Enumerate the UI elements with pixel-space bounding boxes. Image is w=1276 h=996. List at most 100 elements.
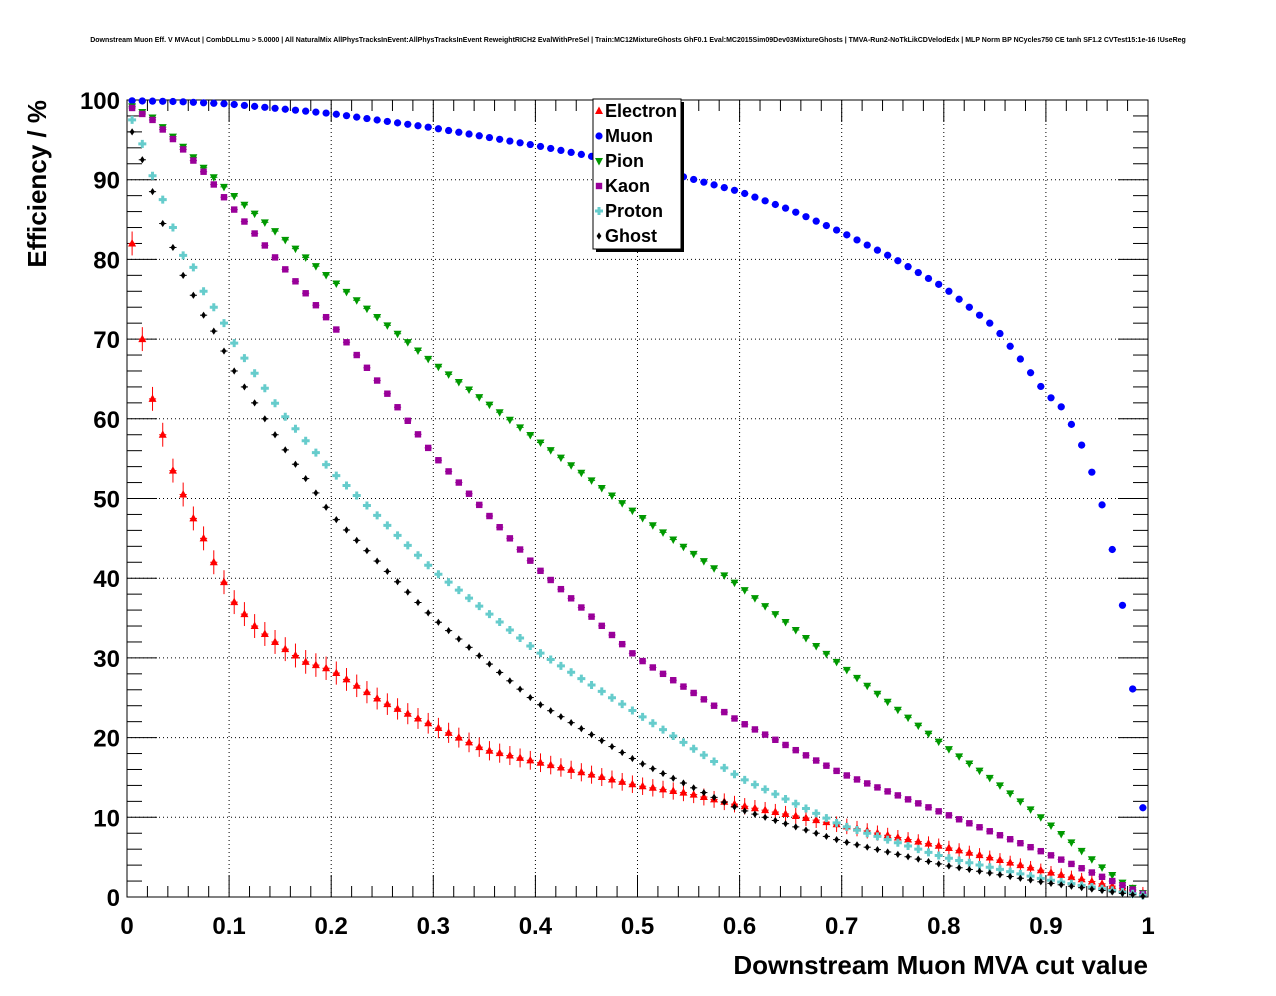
kaon-point bbox=[1078, 865, 1086, 872]
pion-marker bbox=[475, 394, 484, 402]
muon-marker bbox=[761, 197, 769, 205]
proton-marker bbox=[189, 263, 198, 272]
ghost-point bbox=[618, 748, 626, 757]
proton-marker bbox=[546, 655, 555, 664]
electron-point bbox=[291, 643, 300, 668]
kaon-point bbox=[720, 708, 728, 716]
legend-label: Ghost bbox=[605, 226, 657, 246]
kaon-marker bbox=[966, 820, 973, 827]
electron-marker bbox=[791, 811, 800, 819]
muon-marker bbox=[342, 112, 351, 120]
pion-marker bbox=[567, 462, 576, 470]
ghost-marker bbox=[609, 742, 615, 751]
pion-marker bbox=[587, 477, 596, 485]
proton-marker bbox=[291, 424, 300, 433]
kaon-marker bbox=[384, 390, 391, 397]
electron-marker bbox=[1067, 872, 1076, 881]
electron-point bbox=[260, 622, 269, 646]
muon-point bbox=[210, 99, 218, 107]
electron-point bbox=[342, 668, 351, 691]
electron-point bbox=[393, 698, 402, 720]
electron-point bbox=[454, 727, 463, 748]
legend: Electron Muon Pion Kaon Proton Ghost bbox=[592, 98, 684, 252]
pion-point bbox=[291, 245, 300, 254]
ghost-marker bbox=[823, 832, 829, 841]
ghost-marker bbox=[303, 474, 309, 483]
electron-marker bbox=[955, 845, 964, 854]
pion-marker bbox=[516, 424, 525, 432]
ghost-marker bbox=[201, 311, 206, 319]
muon-point bbox=[955, 295, 963, 303]
pion-point bbox=[863, 682, 872, 691]
electron-marker bbox=[914, 837, 923, 845]
ghost-marker bbox=[282, 446, 288, 454]
muon-point bbox=[536, 142, 545, 151]
electron-marker bbox=[883, 830, 892, 839]
ghost-marker bbox=[1140, 892, 1146, 900]
muon-point bbox=[1088, 468, 1096, 476]
kaon-marker bbox=[864, 780, 871, 787]
ghost-marker bbox=[344, 526, 349, 534]
muon-point bbox=[884, 251, 892, 259]
pion-point bbox=[628, 507, 637, 516]
ghost-point bbox=[424, 609, 432, 617]
muon-marker bbox=[812, 217, 820, 225]
ghost-point bbox=[434, 618, 442, 626]
electron-marker bbox=[904, 835, 913, 843]
ghost-marker bbox=[507, 677, 513, 685]
proton-marker bbox=[526, 641, 535, 650]
proton-marker bbox=[158, 195, 167, 204]
ghost-point bbox=[833, 836, 841, 844]
kaon-marker bbox=[935, 808, 942, 815]
kaon-point bbox=[639, 657, 647, 665]
kaon-point bbox=[771, 736, 779, 743]
ghost-marker bbox=[987, 869, 993, 877]
electron-marker bbox=[342, 674, 351, 683]
pion-point bbox=[587, 477, 596, 485]
kaon-marker bbox=[282, 266, 289, 273]
ghost-point bbox=[598, 736, 606, 745]
ghost-point bbox=[169, 243, 177, 252]
pion-marker bbox=[832, 658, 841, 667]
pion-point bbox=[730, 579, 739, 588]
pion-point bbox=[791, 627, 800, 635]
proton-point bbox=[413, 551, 422, 560]
kaon-point bbox=[220, 194, 228, 201]
pion-point bbox=[219, 183, 228, 192]
ghost-point bbox=[761, 813, 769, 821]
kaon-marker bbox=[812, 757, 820, 764]
proton-point bbox=[812, 809, 821, 818]
pion-marker bbox=[975, 767, 984, 776]
kaon-point bbox=[884, 788, 892, 795]
proton-point bbox=[924, 848, 933, 857]
kaon-marker bbox=[322, 313, 330, 321]
proton-point bbox=[791, 799, 800, 808]
proton-marker bbox=[413, 551, 422, 560]
ghost-point bbox=[1027, 876, 1035, 884]
muon-marker bbox=[863, 241, 871, 249]
kaon-marker bbox=[1068, 860, 1075, 868]
pion-marker bbox=[1087, 856, 1096, 864]
electron-point bbox=[577, 763, 586, 782]
pion-marker bbox=[995, 782, 1004, 790]
proton-point bbox=[373, 511, 382, 520]
proton-point bbox=[710, 757, 719, 766]
ghost-point bbox=[577, 725, 585, 733]
electron-marker bbox=[689, 790, 698, 798]
y-tick-label: 70 bbox=[93, 327, 120, 354]
pion-point bbox=[955, 753, 964, 761]
proton-point bbox=[873, 832, 882, 841]
kaon-point bbox=[434, 457, 442, 464]
pion-point bbox=[995, 782, 1004, 790]
kaon-marker bbox=[925, 804, 932, 811]
ghost-marker bbox=[1058, 881, 1064, 889]
x-tick-label: 0.2 bbox=[315, 913, 348, 940]
proton-marker bbox=[240, 354, 249, 363]
proton-marker bbox=[628, 706, 637, 715]
pion-marker bbox=[577, 469, 586, 478]
proton-marker bbox=[842, 822, 851, 831]
kaon-marker bbox=[690, 689, 697, 697]
kaon-point bbox=[342, 339, 351, 346]
kaon-marker bbox=[639, 657, 646, 665]
electron-marker bbox=[944, 843, 953, 851]
